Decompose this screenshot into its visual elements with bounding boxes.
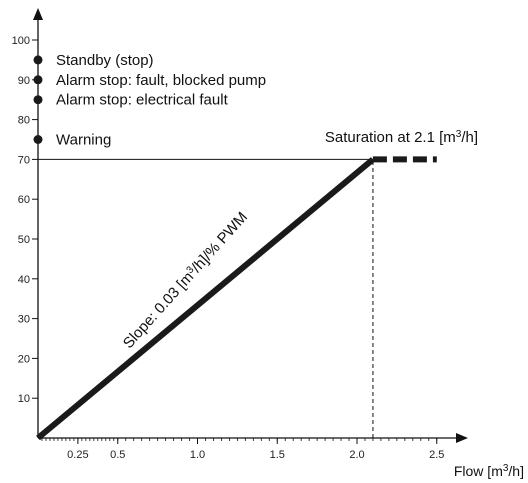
y-axis-arrow [33, 8, 43, 20]
y-tick-label-50: 50 [18, 234, 30, 246]
y-tick-label-40: 40 [18, 274, 30, 286]
axes: 10 20 30 40 50 60 70 80 90 100 0.25 0.5 1.0 1.5 2.0 2.5 [12, 8, 468, 461]
x-axis-arrow [456, 433, 468, 443]
y-tick-label-30: 30 [18, 314, 30, 326]
status-markers: Standby (stop) Alarm stop: fault, blocked… [33, 52, 266, 149]
saturation-annotation: Saturation at 2.1 [m3/h] [325, 129, 478, 147]
y-tick-label-20: 20 [18, 353, 30, 365]
flow-series-line [36, 157, 375, 441]
marker-label-2: Alarm stop: electrical fault [56, 92, 229, 109]
marker-label-3: Warning [56, 132, 111, 149]
data-series [36, 156, 437, 441]
marker-dot-0 [33, 55, 43, 65]
x-tick-label-1.5: 1.5 [270, 449, 285, 461]
guide-lines [38, 158, 374, 438]
x-tick-label-2.5: 2.5 [429, 449, 444, 461]
x-tick-label-1.0: 1.0 [190, 449, 205, 461]
x-tick-label-0.25: 0.25 [67, 449, 88, 461]
marker-dot-1 [33, 75, 43, 85]
y-tick-label-80: 80 [18, 115, 30, 127]
annotations: Slope: 0.03 [m3/h]/% PWM Saturation at 2… [120, 129, 524, 480]
y-tick-label-10: 10 [18, 393, 30, 405]
x-tick-label-2.0: 2.0 [349, 449, 364, 461]
x-tick-label-0.5: 0.5 [110, 449, 125, 461]
y-tick-label-70: 70 [18, 154, 30, 166]
marker-dot-3 [33, 135, 43, 144]
y-tick-label-90: 90 [18, 75, 30, 87]
marker-label-1: Alarm stop: fault, blocked pump [56, 72, 266, 89]
x-axis-title: Flow [m3/h] [454, 463, 524, 480]
marker-label-0: Standby (stop) [56, 52, 154, 69]
marker-dot-2 [33, 95, 43, 105]
y-tick-label-60: 60 [18, 194, 30, 206]
y-tick-label-100: 100 [12, 35, 30, 47]
